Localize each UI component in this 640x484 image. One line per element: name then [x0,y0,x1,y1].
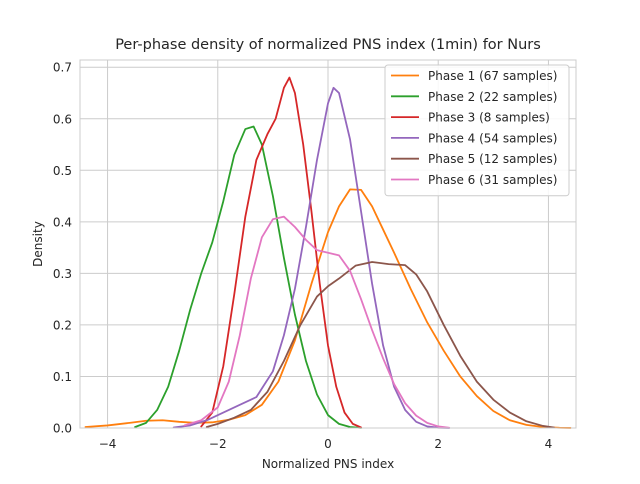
tick-labels: −4 −2 0 2 4 0.0 0.1 0.2 0.3 0.4 0.5 0.6 0.7 [53,61,552,451]
legend-label-phase-1: Phase 1 (67 samples) [428,69,557,83]
y-tick-label: 0.5 [53,164,72,178]
legend-label-phase-2: Phase 2 (22 samples) [428,90,557,104]
series-line-phase-1 [84,188,572,429]
legend-box [384,64,570,197]
y-tick-label: 0.4 [53,215,72,229]
y-tick-label: 0.1 [53,370,72,384]
y-tick-label: 0.2 [53,318,72,332]
y-tick-label: 0.3 [53,267,72,281]
chart-title: Per-phase density of normalized PNS inde… [115,37,541,53]
legend-label-phase-3: Phase 3 (8 samples) [428,111,550,125]
series-line-phase-2 [134,125,362,429]
y-tick-label: 0.0 [53,422,72,436]
x-tick-label: 2 [434,437,442,451]
series-line-phase-4 [172,86,451,429]
x-tick-label: −2 [209,437,227,451]
y-tick-label: 0.6 [53,112,72,126]
legend-label-phase-4: Phase 4 (54 samples) [428,131,557,145]
series-line-phase-6 [183,215,451,429]
x-tick-label: −4 [99,437,117,451]
y-tick-label: 0.7 [53,61,72,75]
legend-label-phase-6: Phase 6 (31 samples) [428,173,557,187]
plot-frame [79,59,577,429]
legend: Phase 1 (67 samples) Phase 2 (22 samples)… [384,64,570,197]
series-line-phase-3 [200,76,362,429]
series-lines [84,76,572,429]
legend-label-phase-5: Phase 5 (12 samples) [428,152,557,166]
series-line-phase-5 [205,261,555,429]
x-tick-label: 4 [545,437,553,451]
x-tick-label: 0 [324,437,332,451]
x-axis-label: Normalized PNS index [262,457,394,471]
y-axis-label: Density [31,221,45,267]
